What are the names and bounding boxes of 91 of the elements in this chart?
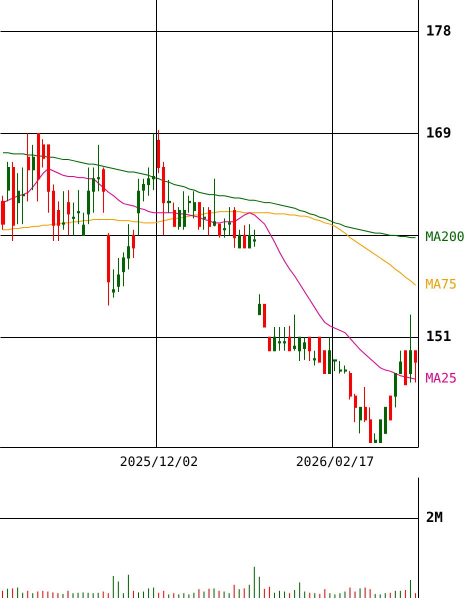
candlestick <box>414 350 417 383</box>
candlestick <box>127 224 130 270</box>
candlestick <box>303 336 306 360</box>
candlestick <box>72 202 75 236</box>
candlestick <box>263 304 266 328</box>
candlestick <box>233 206 236 248</box>
candlestick <box>238 229 241 248</box>
candlestick <box>47 144 50 214</box>
x-tick-label: 2026/02/17 <box>296 455 374 470</box>
candlestick <box>132 229 135 259</box>
candlestick <box>359 406 362 434</box>
candlestick <box>333 359 337 372</box>
candlestick <box>298 336 301 362</box>
candlestick <box>122 252 125 287</box>
candlestick <box>142 178 145 202</box>
candlestick <box>102 166 105 214</box>
candlestick <box>354 393 357 423</box>
y-tick-label: 151 <box>426 329 452 346</box>
series-label: MA25 <box>425 372 457 387</box>
candlestick <box>117 258 120 292</box>
candlestick <box>273 326 276 352</box>
candlestick <box>178 206 181 230</box>
candlestick <box>198 202 201 230</box>
candlestick <box>107 232 110 306</box>
series-label: MA75 <box>425 278 457 293</box>
candlestick <box>183 190 186 230</box>
candlestick <box>137 178 140 236</box>
candlestick <box>409 314 412 383</box>
candlestick <box>228 206 231 236</box>
candlestick <box>374 432 377 443</box>
candlestick <box>278 326 281 352</box>
line-series <box>2 168 416 380</box>
candlestick <box>404 350 407 386</box>
candlestick <box>12 161 15 242</box>
candlestick <box>57 200 60 242</box>
candlestick <box>288 325 291 352</box>
candlestick <box>77 190 80 225</box>
candlestick <box>308 336 311 362</box>
x-tick-label: 2025/12/02 <box>120 455 198 470</box>
candlestick <box>248 224 251 248</box>
candlestick <box>344 365 347 374</box>
candlestick <box>82 212 85 236</box>
series-label: MA200 <box>425 230 465 246</box>
candlestick <box>283 326 286 352</box>
candlestick <box>318 336 321 363</box>
candlestick <box>157 130 160 174</box>
candlestick <box>92 166 95 214</box>
candlestick <box>313 350 316 366</box>
candlestick <box>67 190 70 236</box>
candlestick <box>27 133 30 202</box>
candlestick <box>62 190 65 230</box>
candlestick <box>112 268 115 298</box>
candlestick <box>399 350 402 374</box>
candlestick <box>243 224 246 248</box>
candlestick <box>293 314 296 352</box>
candlestick <box>173 202 176 227</box>
candlestick <box>213 178 216 227</box>
candlestick <box>167 179 171 214</box>
candlestick <box>323 350 326 374</box>
candlestick <box>208 206 211 236</box>
line-series <box>2 211 416 286</box>
y-tick-label: 178 <box>426 24 452 40</box>
candlestick <box>384 406 387 434</box>
candlestick <box>162 161 165 236</box>
y-tick-label: 169 <box>426 126 452 142</box>
candlestick <box>188 195 191 214</box>
candlestick <box>364 386 367 423</box>
candlestick <box>42 138 45 168</box>
candlestick <box>37 133 40 202</box>
candlestick <box>22 166 25 225</box>
candlestick <box>349 370 352 400</box>
candlestick <box>203 206 206 230</box>
candlestick <box>87 166 90 225</box>
candlestick <box>389 396 392 420</box>
candlestick <box>394 372 397 408</box>
candlestick <box>328 336 331 374</box>
candlestick <box>253 229 256 248</box>
candlestick <box>258 294 261 316</box>
candlestick <box>17 172 20 225</box>
candlestick <box>218 224 221 238</box>
candlestick <box>223 218 226 238</box>
candlestick <box>379 419 382 443</box>
candlestick <box>193 190 196 219</box>
candlestick <box>268 336 271 352</box>
candlestick <box>1 195 5 230</box>
y-tick-label: 2M <box>426 510 443 526</box>
candlestick <box>52 184 55 242</box>
candlestick <box>369 406 372 443</box>
candlestick <box>147 166 150 196</box>
candlestick <box>7 161 10 202</box>
candlestick <box>339 360 342 374</box>
